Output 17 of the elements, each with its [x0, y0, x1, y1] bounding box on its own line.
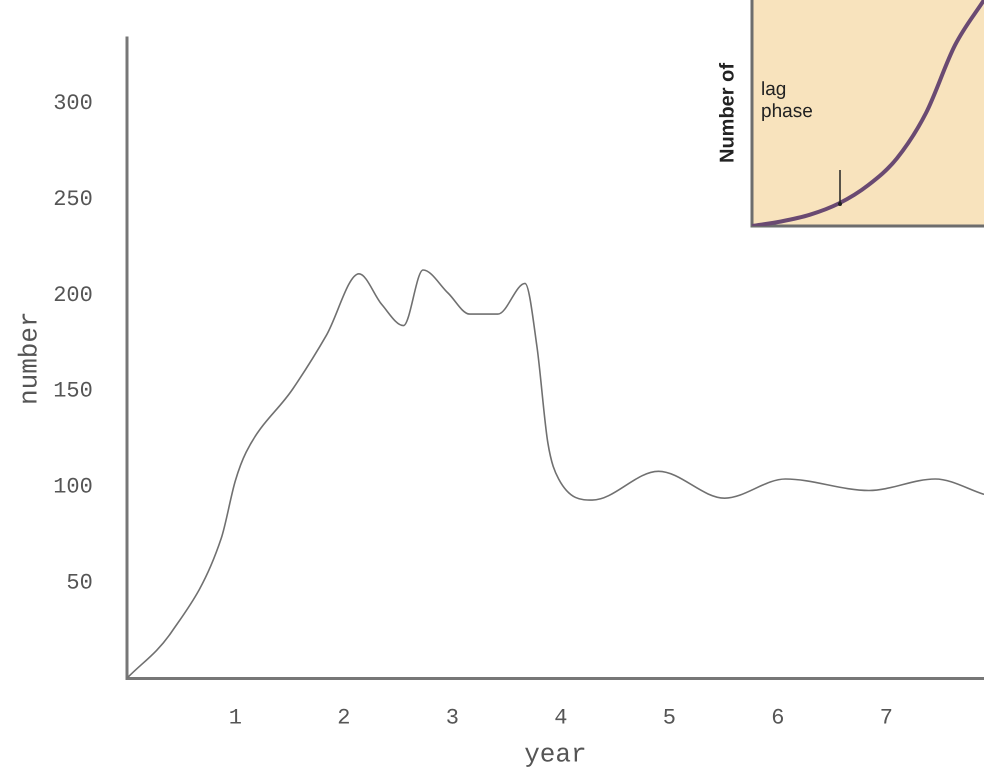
y-axis-title: Number of: [716, 62, 739, 163]
x-tick-label: 2: [337, 705, 350, 730]
y-tick-label: 300: [53, 91, 93, 116]
y-tick-label: 50: [66, 570, 93, 596]
y-tick-label: 250: [53, 186, 93, 212]
x-axis-title: year: [524, 739, 587, 770]
x-tick-label: 3: [446, 705, 459, 730]
x-tick-label: 6: [771, 705, 784, 730]
x-tick-label: 5: [662, 705, 676, 730]
y-tick-label: 100: [53, 474, 93, 500]
y-tick-label: 150: [53, 378, 93, 404]
x-tick-label: 1: [228, 705, 242, 730]
annotation: lag phase: [761, 79, 813, 122]
y-tick-label: 200: [53, 282, 93, 308]
y-axis-title: number: [14, 311, 44, 406]
x-tick-label: 7: [880, 705, 893, 730]
x-tick-label: 4: [554, 705, 568, 730]
